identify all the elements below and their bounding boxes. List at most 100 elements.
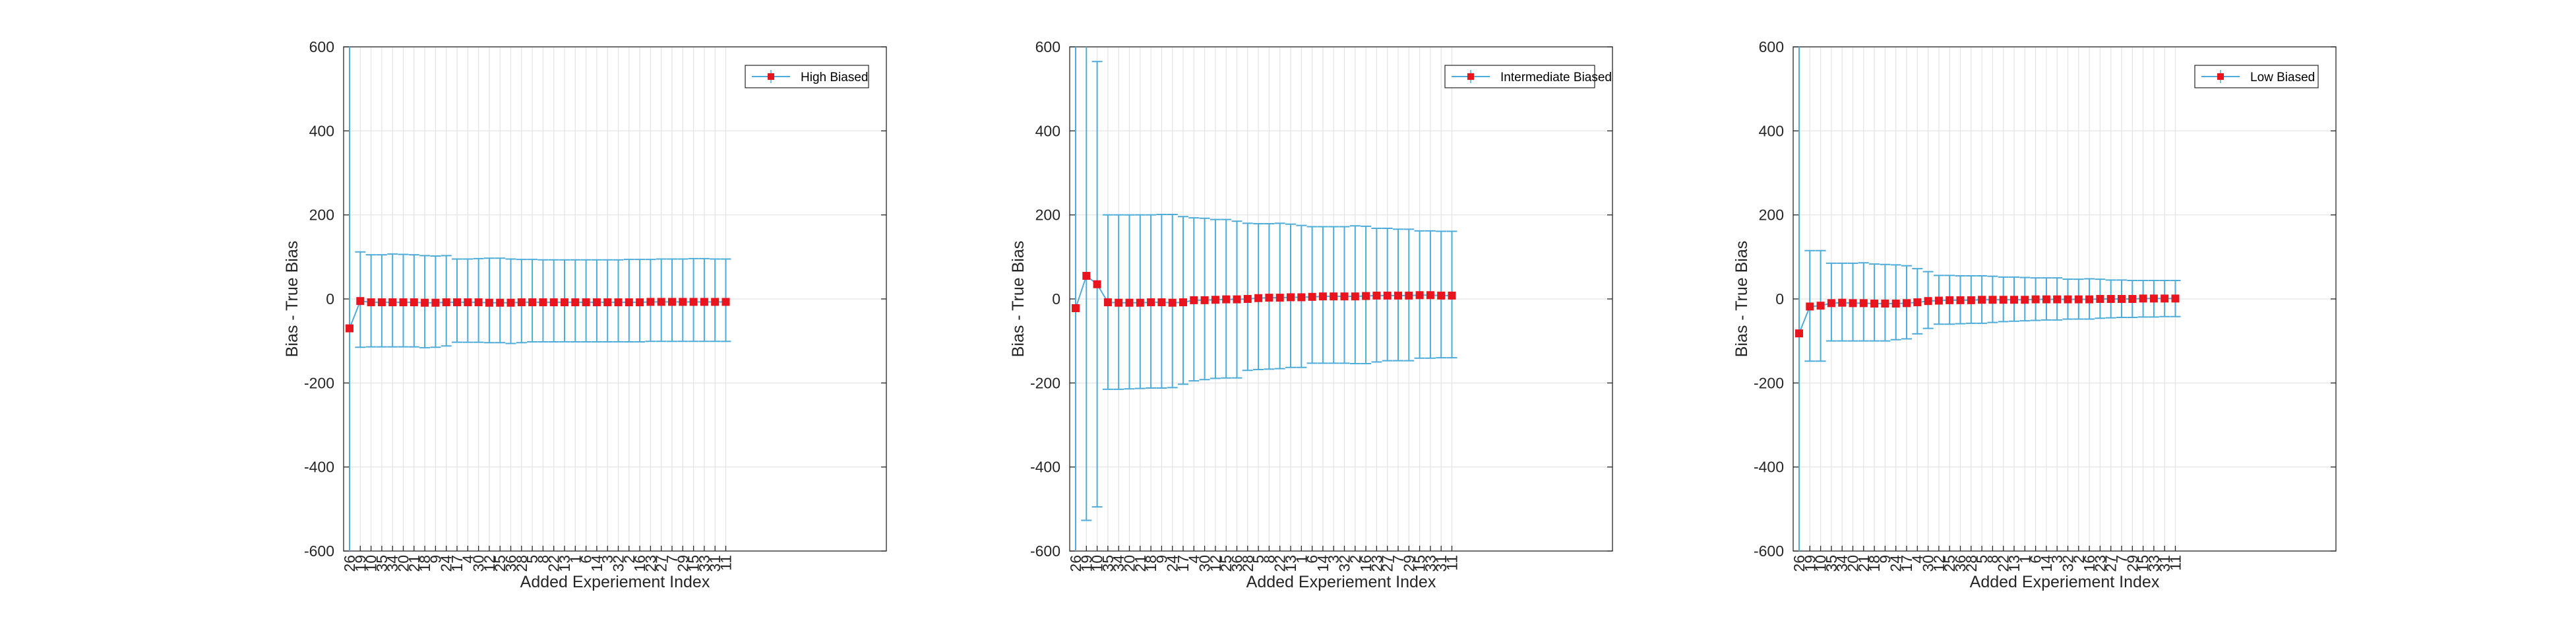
data-point	[1383, 291, 1392, 300]
x-tick-label: 18	[416, 555, 433, 572]
chart-panel: 6004002000-200-400-600261910353420211892…	[1009, 38, 1613, 591]
x-tick-label: 23	[2091, 555, 2108, 572]
data-point	[1318, 292, 1327, 301]
data-point	[1827, 299, 1835, 308]
data-point	[528, 298, 537, 307]
x-tick-label: 19	[352, 555, 369, 572]
x-tick-label: 36	[503, 555, 520, 572]
x-tick-label: 27	[653, 555, 670, 572]
x-tick-label: 18	[1866, 555, 1883, 572]
data-point	[1275, 294, 1284, 302]
data-point	[346, 324, 353, 333]
data-point	[679, 298, 687, 306]
x-tick-label: 24	[438, 555, 455, 572]
data-point	[689, 298, 698, 306]
x-tick-label: 21	[1855, 555, 1872, 572]
data-point	[603, 298, 612, 307]
y-tick-label: 400	[1035, 122, 1060, 139]
data-point	[2161, 294, 2169, 303]
data-point	[2031, 295, 2040, 304]
x-tick-label: 24	[1164, 555, 1181, 572]
data-point	[1136, 298, 1144, 307]
chart-panel: 6004002000-200-400-600261910353420211892…	[1733, 38, 2337, 591]
data-point	[431, 298, 440, 307]
x-tick-label: 10	[1812, 555, 1829, 572]
data-point	[1115, 298, 1123, 307]
x-tick-label: 33	[1422, 555, 1439, 572]
x-tick-label: 25	[1941, 555, 1958, 572]
y-tick-label: -600	[1754, 542, 1784, 560]
x-tick-label: 15	[685, 555, 702, 572]
data-point	[1254, 294, 1263, 302]
data-point	[1870, 300, 1879, 308]
data-point	[625, 298, 633, 307]
x-tick-label: 33	[696, 555, 713, 572]
y-tick-label: 400	[309, 122, 334, 139]
data-point	[636, 298, 644, 307]
x-tick-label: 6	[2027, 555, 2044, 564]
legend: Low Biased	[2194, 65, 2319, 88]
x-tick-label: 19	[1801, 555, 1818, 572]
data-point	[614, 298, 623, 307]
data-point	[1405, 291, 1413, 300]
x-tick-label: 25	[1217, 555, 1235, 572]
x-tick-label: 32	[2060, 555, 2077, 572]
data-point	[2139, 294, 2147, 303]
y-tick-label: 400	[1759, 122, 1784, 139]
y-tick-label: 0	[326, 290, 334, 308]
x-tick-label: 34	[384, 555, 401, 572]
data-point	[668, 298, 676, 306]
y-tick-label: -200	[304, 374, 334, 391]
data-point	[496, 298, 505, 307]
data-point	[506, 298, 515, 307]
x-tick-label: 3	[599, 555, 616, 564]
x-tick-label: 16	[2081, 555, 2098, 572]
x-tick-label: 4	[459, 555, 476, 564]
x-tick-label: 30	[1196, 555, 1213, 572]
x-tick-label: 33	[2145, 555, 2162, 572]
x-axis-label: Added Experiement Index	[1246, 573, 1436, 591]
x-tick-label: 20	[395, 555, 412, 572]
data-point	[1891, 300, 1900, 308]
y-axis-label: Bias - True Bias	[1733, 241, 1751, 357]
y-tick-label: -200	[1754, 374, 1784, 391]
data-point	[1222, 295, 1231, 304]
x-tick-label: 7	[2113, 555, 2130, 564]
y-tick-label: 0	[1052, 290, 1060, 308]
x-tick-label: 8	[1984, 555, 2001, 564]
y-tick-label: 600	[1759, 38, 1784, 55]
x-tick-label: 17	[448, 555, 466, 572]
x-tick-label: 28	[1963, 555, 1980, 572]
x-tick-label: 36	[1229, 555, 1246, 572]
data-point	[1849, 299, 1857, 308]
x-tick-label: 13	[1282, 555, 1299, 572]
data-point	[2042, 295, 2050, 304]
data-point	[1330, 292, 1338, 301]
data-point	[1859, 299, 1868, 308]
x-tick-label: 1	[1293, 555, 1310, 564]
data-point	[1147, 298, 1155, 307]
data-point	[464, 298, 472, 307]
data-point	[2118, 295, 2126, 303]
data-point	[1233, 295, 1241, 304]
data-point	[1967, 296, 1975, 304]
data-point	[377, 298, 386, 307]
x-tick-label: 14	[2038, 555, 2055, 572]
x-tick-label: 4	[1185, 555, 1202, 564]
data-point	[1190, 296, 1198, 304]
data-point	[561, 298, 568, 307]
legend-marker-sample	[768, 73, 774, 80]
y-axis-label: Bias - True Bias	[1009, 241, 1027, 357]
data-point	[1243, 295, 1252, 303]
data-point	[2149, 294, 2158, 303]
data-point	[1297, 293, 1306, 302]
data-point	[442, 298, 450, 307]
x-tick-label: 5	[1973, 555, 1990, 564]
x-tick-label: 23	[1368, 555, 1385, 572]
y-tick-label: 600	[1035, 38, 1060, 55]
x-tick-label: 31	[706, 555, 723, 572]
x-tick-label: 7	[1390, 555, 1407, 564]
data-point	[1795, 329, 1803, 338]
x-tick-label: 8	[534, 555, 551, 564]
